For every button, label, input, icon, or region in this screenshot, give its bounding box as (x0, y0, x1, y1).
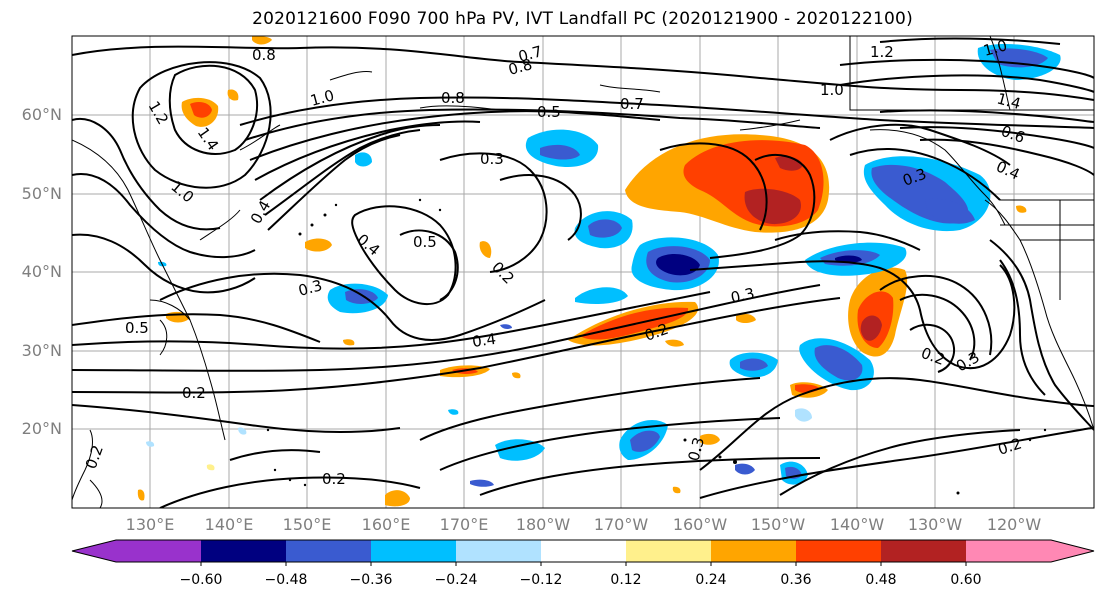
contour-label: 0.8 (252, 46, 276, 64)
colorbar-segment (881, 540, 966, 562)
contour-label: 0.5 (413, 233, 437, 251)
lon-tick-label: 130°W (907, 515, 963, 534)
colorbar-segment (626, 540, 711, 562)
contour-lines (72, 37, 1094, 508)
contour-label: 0.2 (322, 470, 346, 488)
lat-tick-label: 50°N (21, 184, 62, 203)
colorbar-segment (201, 540, 286, 562)
contour-label: 0.3 (684, 435, 708, 463)
contour-label: 1.0 (308, 86, 336, 110)
lon-tick-label: 120°W (986, 515, 1042, 534)
lon-tick-label: 180°W (515, 515, 571, 534)
contour-label: 0.7 (516, 42, 544, 66)
lon-tick-label: 160°E (361, 515, 411, 534)
lat-tick-label: 60°N (21, 105, 62, 124)
contour-label: 0.5 (537, 103, 561, 121)
contour-label: 0.3 (296, 276, 324, 300)
colorbar-tick-label: 0.12 (610, 572, 642, 588)
contour-label: 1.0 (820, 81, 844, 99)
colorbar-tick-label: −0.48 (264, 572, 308, 588)
colorbar-segment (286, 540, 371, 562)
contour-label: 0.3 (729, 284, 756, 307)
positive-anomaly-fill (137, 36, 1027, 507)
colorbar-tick-label: −0.36 (349, 572, 393, 588)
colorbar-segment (541, 540, 626, 562)
lon-tick-label: 140°W (829, 515, 885, 534)
lat-tick-label: 30°N (21, 341, 62, 360)
contour-label: 1.4 (995, 89, 1023, 113)
lon-tick-label: 170°W (593, 515, 649, 534)
lon-tick-label: 160°W (672, 515, 728, 534)
colorbar-extend-max (1051, 540, 1094, 562)
contour-label: 0.8 (441, 89, 465, 107)
colorbar-segment (711, 540, 796, 562)
lat-tick-label: 40°N (21, 262, 62, 281)
map-title: 2020121600 F090 700 hPa PV, IVT Landfall… (252, 9, 913, 29)
contour-label: 0.8 (506, 55, 534, 79)
colorbar-tick-label: 0.60 (950, 572, 982, 588)
colorbar-segment (116, 540, 201, 562)
colorbar-segment (456, 540, 541, 562)
coastlines (72, 36, 1094, 508)
lon-tick-label: 140°E (204, 515, 254, 534)
contour-label: 0.7 (620, 95, 644, 113)
colorbar-segment (371, 540, 456, 562)
colorbar-segment (966, 540, 1051, 562)
contour-label: 0.2 (182, 384, 206, 402)
contour-label: 0.3 (480, 150, 504, 168)
colorbar-tick-label: 0.24 (695, 572, 727, 588)
colorbar-tick-label: 0.36 (780, 572, 812, 588)
colorbar-extend-min (72, 540, 116, 562)
colorbar-tick-label: −0.60 (179, 572, 223, 588)
contour-label: 1.2 (870, 43, 894, 61)
colorbar-segment (796, 540, 881, 562)
colorbar-tick-label: −0.12 (519, 572, 563, 588)
colorbar-tick-label: 0.48 (865, 572, 897, 588)
contour-label: 0.5 (125, 319, 149, 337)
contour-label: 0.4 (471, 330, 497, 351)
negative-anomaly-fill (146, 44, 1061, 487)
map-frame (71, 35, 1095, 509)
lon-tick-label: 130°E (125, 515, 175, 534)
colorbar (71, 539, 1095, 566)
lon-tick-label: 150°E (282, 515, 332, 534)
colorbar-tick-label: −0.24 (434, 572, 478, 588)
lon-tick-label: 150°W (750, 515, 806, 534)
lon-tick-label: 170°E (439, 515, 489, 534)
lat-tick-label: 20°N (21, 419, 62, 438)
contour-label: 1.0 (981, 36, 1009, 60)
